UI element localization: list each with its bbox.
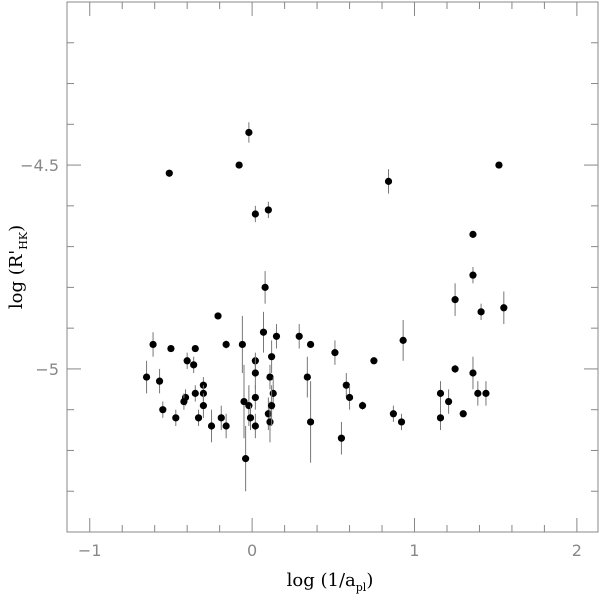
y-label-sub: HK (17, 231, 30, 250)
data-point (245, 128, 253, 137)
data-point (266, 373, 274, 381)
data-point (397, 418, 406, 426)
data-point (240, 397, 248, 406)
data-point (159, 406, 167, 414)
x-tick-label: −1 (78, 541, 102, 560)
data-point (268, 353, 276, 361)
data-point (235, 161, 243, 169)
data-point (214, 312, 222, 320)
data-point (337, 434, 346, 442)
data-point (149, 340, 157, 349)
data-point (251, 369, 259, 377)
data-point (172, 414, 180, 422)
plot-frame (66, 1, 599, 533)
data-point (436, 389, 445, 397)
x-axis-label: log (1/apl) (287, 570, 374, 594)
data-point (217, 414, 225, 422)
data-point (358, 402, 367, 410)
data-point (194, 414, 203, 422)
data-point (238, 340, 246, 349)
data-point (165, 169, 173, 177)
x-tick-label: 0 (247, 541, 257, 560)
data-point (180, 397, 188, 406)
data-point (436, 414, 445, 422)
data-point (384, 177, 393, 185)
x-label-end: ) (366, 570, 373, 591)
data-point (269, 389, 277, 397)
x-label-sub: pl (356, 581, 367, 594)
data-point (207, 422, 216, 430)
data-point (370, 357, 378, 365)
data-point (245, 402, 253, 410)
data-point (306, 418, 315, 426)
data-point (331, 349, 339, 357)
y-label-end: ) (6, 225, 27, 232)
data-point (251, 393, 259, 402)
data-point (251, 422, 259, 430)
data-point (264, 206, 272, 214)
y-axis-label: log (R'HK) (6, 225, 30, 309)
data-point (482, 389, 490, 397)
y-label-main: log (R' (6, 250, 27, 309)
data-point (500, 304, 508, 312)
data-point (199, 402, 208, 410)
data-point (303, 373, 311, 381)
data-point (445, 397, 453, 406)
data-point (183, 357, 191, 365)
data-point (191, 344, 199, 353)
data-point (268, 402, 276, 410)
data-point (495, 161, 503, 169)
data-point (306, 340, 315, 349)
y-tick-label: −4.5 (20, 156, 59, 175)
data-point (451, 365, 459, 373)
data-point (222, 422, 230, 430)
data-point (459, 410, 467, 418)
data-point (474, 389, 482, 397)
data-point (142, 373, 151, 381)
data-point (261, 283, 269, 291)
data-point (399, 336, 407, 344)
data-point (190, 361, 198, 369)
data-point (222, 340, 230, 349)
data-point (451, 296, 459, 304)
data-point (246, 414, 255, 422)
data-point (469, 369, 477, 377)
data-point (167, 344, 175, 353)
data-point (259, 328, 268, 336)
data-point (295, 332, 303, 340)
data-point (251, 210, 259, 218)
data-point (469, 271, 477, 279)
data-point (389, 410, 397, 418)
data-point (242, 455, 250, 463)
x-tick-label: 2 (572, 541, 582, 560)
data-point (264, 410, 272, 418)
data-point (155, 377, 164, 385)
x-label-main: log (1/a (287, 570, 356, 591)
data-point (272, 332, 281, 340)
y-tick-label: −5 (35, 360, 59, 379)
data-point (469, 230, 477, 238)
data-point (345, 393, 354, 402)
x-tick-label: 1 (409, 541, 419, 560)
data-point (477, 308, 485, 316)
data-point (191, 389, 199, 397)
data-point (342, 381, 350, 389)
data-point (266, 418, 274, 426)
